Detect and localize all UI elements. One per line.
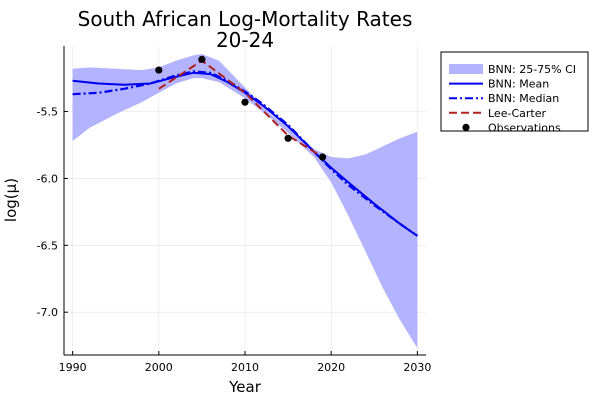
x-tick-label-4: 2030: [403, 361, 431, 374]
x-axis-ticks: 1990 2000 2010 2020 2030: [59, 351, 431, 374]
observation-point-2: [241, 98, 249, 106]
y-tick-label-0: -5.5: [37, 106, 58, 119]
observation-point-1: [198, 55, 206, 63]
x-tick-label-1: 2000: [145, 361, 173, 374]
chart-subtitle: 20-24: [216, 28, 274, 52]
observation-points-layer: [155, 55, 327, 161]
x-axis-label: Year: [228, 378, 262, 396]
chart-title: South African Log-Mortality Rates: [78, 7, 413, 31]
observation-point-0: [155, 66, 163, 74]
y-tick-label-1: -6.0: [37, 172, 58, 185]
observation-point-3: [284, 134, 292, 142]
series-lines-layer: [72, 59, 419, 237]
y-tick-label-3: -7.0: [37, 306, 58, 319]
x-tick-label-2: 2010: [231, 361, 259, 374]
legend-swatch-observations: [462, 123, 470, 131]
y-axis-ticks: -5.5 -6.0 -6.5 -7.0: [37, 106, 68, 319]
legend-label-lee_carter: Lee-Carter: [488, 107, 546, 120]
observation-point-4: [318, 153, 327, 161]
y-tick-label-2: -6.5: [37, 239, 58, 252]
legend-label-median: BNN: Median: [488, 92, 559, 105]
x-tick-label-3: 2020: [317, 361, 345, 374]
series-line-bnn-median: [72, 70, 419, 237]
legend-swatch-band: [449, 64, 483, 74]
legend-label-mean: BNN: Mean: [488, 78, 549, 91]
x-tick-label-0: 1990: [59, 361, 87, 374]
legend-label-band: BNN: 25-75% CI: [488, 63, 576, 76]
legend-label-observations: Observations: [488, 121, 561, 134]
y-axis-label: log(μ): [2, 178, 20, 222]
